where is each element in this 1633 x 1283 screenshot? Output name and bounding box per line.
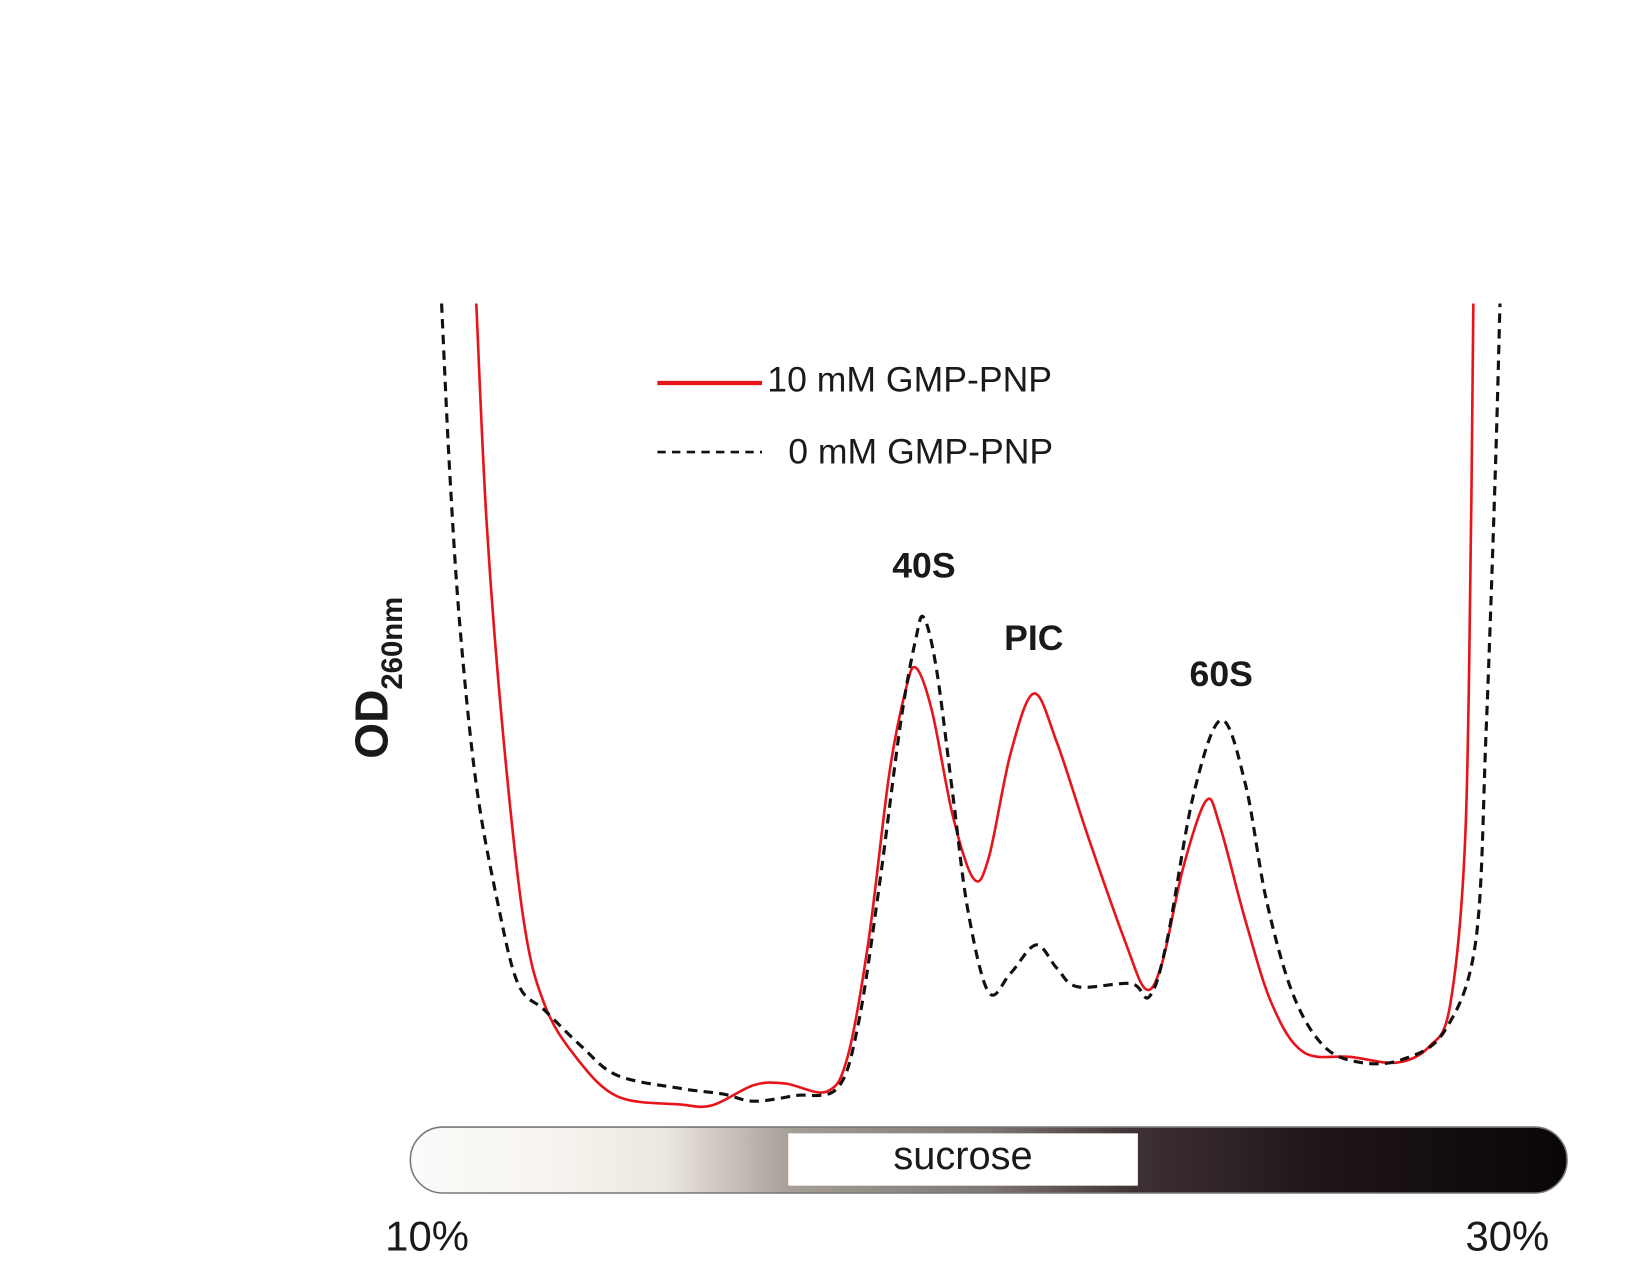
svg-text:OD260nm: OD260nm xyxy=(345,597,409,759)
x-tick-label-start: 10% xyxy=(385,1213,469,1260)
series-layer xyxy=(440,303,1502,1109)
x-tick-label-end: 30% xyxy=(1465,1213,1549,1260)
legend-label-0mM: 0 mM GMP-PNP xyxy=(788,432,1053,472)
sucrose-label-box xyxy=(788,1133,1138,1186)
sucrose-gradient-bar: sucrose xyxy=(409,1126,1568,1194)
y-label-subscript: 260nm xyxy=(376,597,409,690)
peak-label-pic: PIC xyxy=(1004,618,1063,658)
peak-label-60s: 60S xyxy=(1190,654,1253,694)
series-line-1 xyxy=(440,303,1502,1103)
y-label-main: OD xyxy=(345,690,397,759)
x-axis-label: sucrose xyxy=(893,1134,1032,1178)
y-axis-label: OD260nm xyxy=(345,597,409,759)
annotation-layer: 40S PIC 60S xyxy=(892,545,1253,694)
series-line-0 xyxy=(474,303,1475,1109)
peak-label-40s: 40S xyxy=(892,545,955,585)
legend-label-10mM: 10 mM GMP-PNP xyxy=(767,359,1052,399)
legend: 10 mM GMP-PNP 0 mM GMP-PNP xyxy=(657,359,1053,472)
